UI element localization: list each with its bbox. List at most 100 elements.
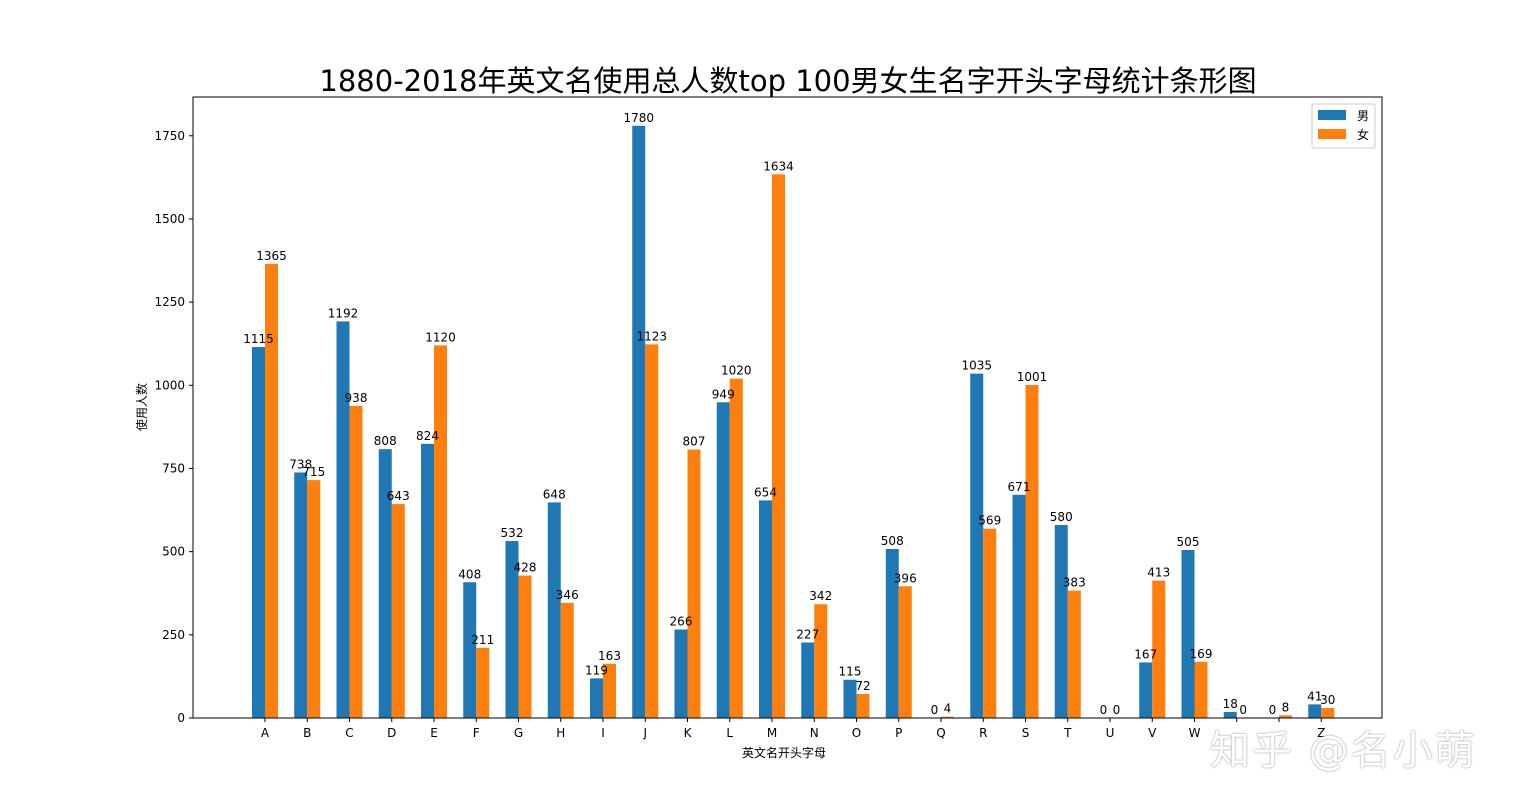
bar-male-H [547,502,561,718]
bar-label-female-B: 715 [302,465,325,479]
y-tick-label-0: 0 [177,711,185,725]
bar-female-B [307,480,321,718]
bar-label-male-L: 949 [712,387,735,401]
x-tick-label-D: D [387,726,396,740]
bar-label-male-C: 1192 [328,306,359,320]
bar-female-I [603,663,616,718]
bar-female-N [814,604,828,718]
y-axis-label: 使用人数 [134,383,149,431]
bar-label-male-G: 532 [501,526,524,540]
bar-male-V [1139,662,1153,718]
bar-female-D [391,504,405,718]
x-axis-label: 英文名开头字母 [742,745,826,760]
bar-label-male-J: 1780 [623,111,654,125]
bar-label-female-C: 938 [345,391,368,405]
x-tick-label-F: F [473,726,480,740]
bar-label-female-H: 346 [556,588,579,602]
bar-female-T [1067,590,1081,718]
bar-male-F [463,582,477,718]
x-tick-label-M: M [767,726,777,740]
bar-label-male-K: 266 [670,615,693,629]
x-tick-label-R: R [979,726,987,740]
bar-male-X [1223,712,1237,718]
legend: 男 女 [1311,103,1376,149]
legend-label-female: 女 [1357,127,1369,142]
x-tick-label-B: B [303,726,311,740]
y-tick-label-1750: 1750 [154,129,185,143]
bar-label-female-G: 428 [514,561,537,575]
bar-female-V [1152,580,1166,718]
bar-label-female-X: 0 [1239,703,1247,717]
bar-female-C [349,405,363,718]
x-tick-label-P: P [895,726,902,740]
bar-label-male-W: 505 [1177,535,1200,549]
bar-label-male-X: 18 [1223,697,1238,711]
legend-swatch-female [1318,129,1346,139]
bar-label-female-I: 163 [598,649,621,663]
bar-female-P [898,586,912,718]
bar-label-female-M: 1634 [763,159,794,173]
bar-label-female-Y: 8 [1282,700,1290,714]
y-ticks-layer: 0 250 500 750 1000 1250 1500 1750 [154,129,193,725]
bar-label-male-H: 648 [543,487,566,501]
bar-female-R [983,528,997,718]
x-tick-label-I: I [601,726,605,740]
bar-male-Z [1308,704,1322,718]
bar-female-K [687,449,701,718]
bar-male-R [970,373,984,718]
bar-female-H [560,602,574,718]
x-tick-label-K: K [684,726,693,740]
bar-label-male-P: 508 [881,534,904,548]
x-tick-label-H: H [556,726,565,740]
bar-label-male-S: 671 [1008,480,1031,494]
bar-female-Y [1279,715,1292,718]
bar-female-S [1025,384,1039,718]
bar-female-L [729,378,743,718]
bar-male-A [252,347,265,718]
bar-label-female-Q: 4 [944,702,952,716]
x-tick-label-A: A [261,726,270,740]
bar-male-B [294,472,308,718]
bar-label-female-P: 396 [894,571,917,585]
bar-label-male-Q: 0 [931,703,939,717]
y-tick-label-1500: 1500 [154,212,185,226]
bar-label-male-A: 1115 [243,332,274,346]
bar-male-E [421,443,434,718]
x-tick-label-E: E [430,726,438,740]
bar-label-female-J: 1123 [636,329,667,343]
bar-label-female-O: 72 [855,679,870,693]
x-tick-label-C: C [345,726,353,740]
bar-label-male-R: 1035 [961,359,992,373]
bar-label-male-I: 119 [585,663,608,677]
bar-female-J [645,344,659,718]
bar-label-female-S: 1001 [1017,370,1048,384]
bar-label-male-D: 808 [374,434,397,448]
bar-label-female-N: 342 [809,589,832,603]
x-tick-label-N: N [810,726,819,740]
bar-label-female-L: 1020 [721,364,752,378]
x-tick-label-Z: Z [1317,726,1325,740]
y-tick-label-1000: 1000 [154,378,185,392]
x-tick-label-W: W [1189,726,1201,740]
bar-male-O [843,679,857,718]
x-tick-label-L: L [726,726,733,740]
bar-label-male-F: 408 [458,567,481,581]
bar-female-O [856,694,870,718]
bar-label-male-M: 654 [754,485,777,499]
x-tick-label-S: S [1022,726,1030,740]
bar-male-G [505,541,519,718]
bar-male-J [632,125,646,718]
legend-swatch-male [1318,110,1346,120]
bar-female-Z [1321,708,1335,718]
bar-label-male-N: 227 [796,627,819,641]
bar-label-female-A: 1365 [256,249,287,263]
legend-label-male: 男 [1357,109,1369,123]
x-tick-label-O: O [852,726,861,740]
bar-labels-layer: 1115136573871511929388086438241120408211… [243,111,1335,717]
bar-label-female-U: 0 [1113,703,1121,717]
bar-male-K [674,629,688,718]
bar-label-male-U: 0 [1100,703,1108,717]
bar-male-N [801,642,815,718]
bar-label-female-F: 211 [471,633,494,647]
